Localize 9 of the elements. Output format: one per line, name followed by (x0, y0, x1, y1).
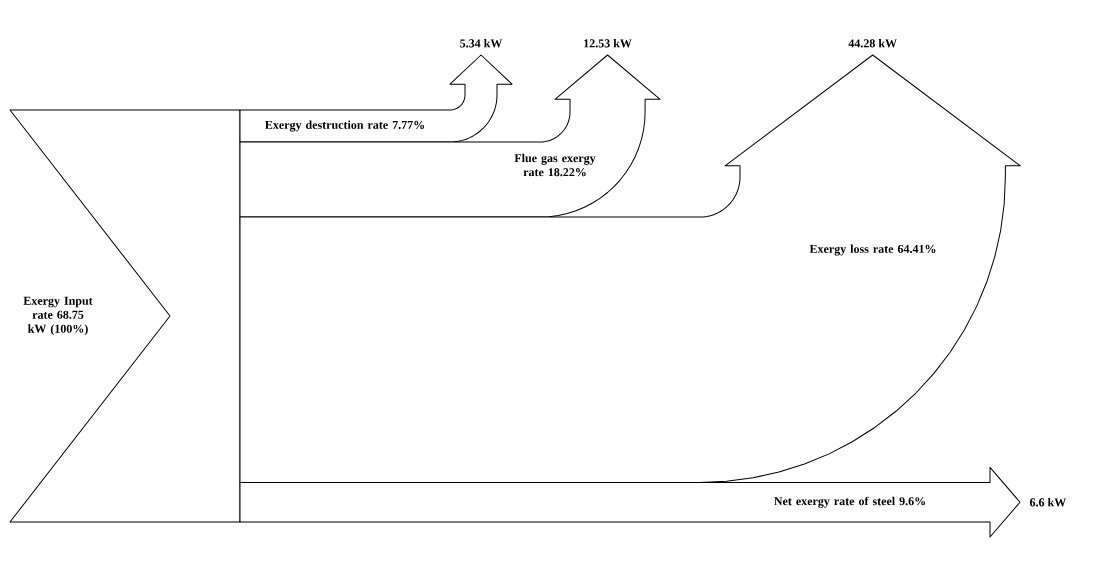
data-label: 6.6 kW (1029, 497, 1067, 507)
text: Exergy Input rate 68.75 kW (100%) (23, 296, 93, 336)
data-label: 12.53 kW (584, 38, 632, 48)
data-label: 44.28 kW (848, 38, 897, 48)
data-label: 5.34 kW (460, 38, 503, 48)
category-label: Exergy destruction rate 7.77% (265, 120, 425, 132)
category-label: Flue gas exergy rate 18.22% (514, 153, 596, 177)
category-label: Net exergy rate of steel 9.6% (774, 496, 926, 508)
category-label: Exergy loss rate 64.41% (809, 244, 936, 256)
